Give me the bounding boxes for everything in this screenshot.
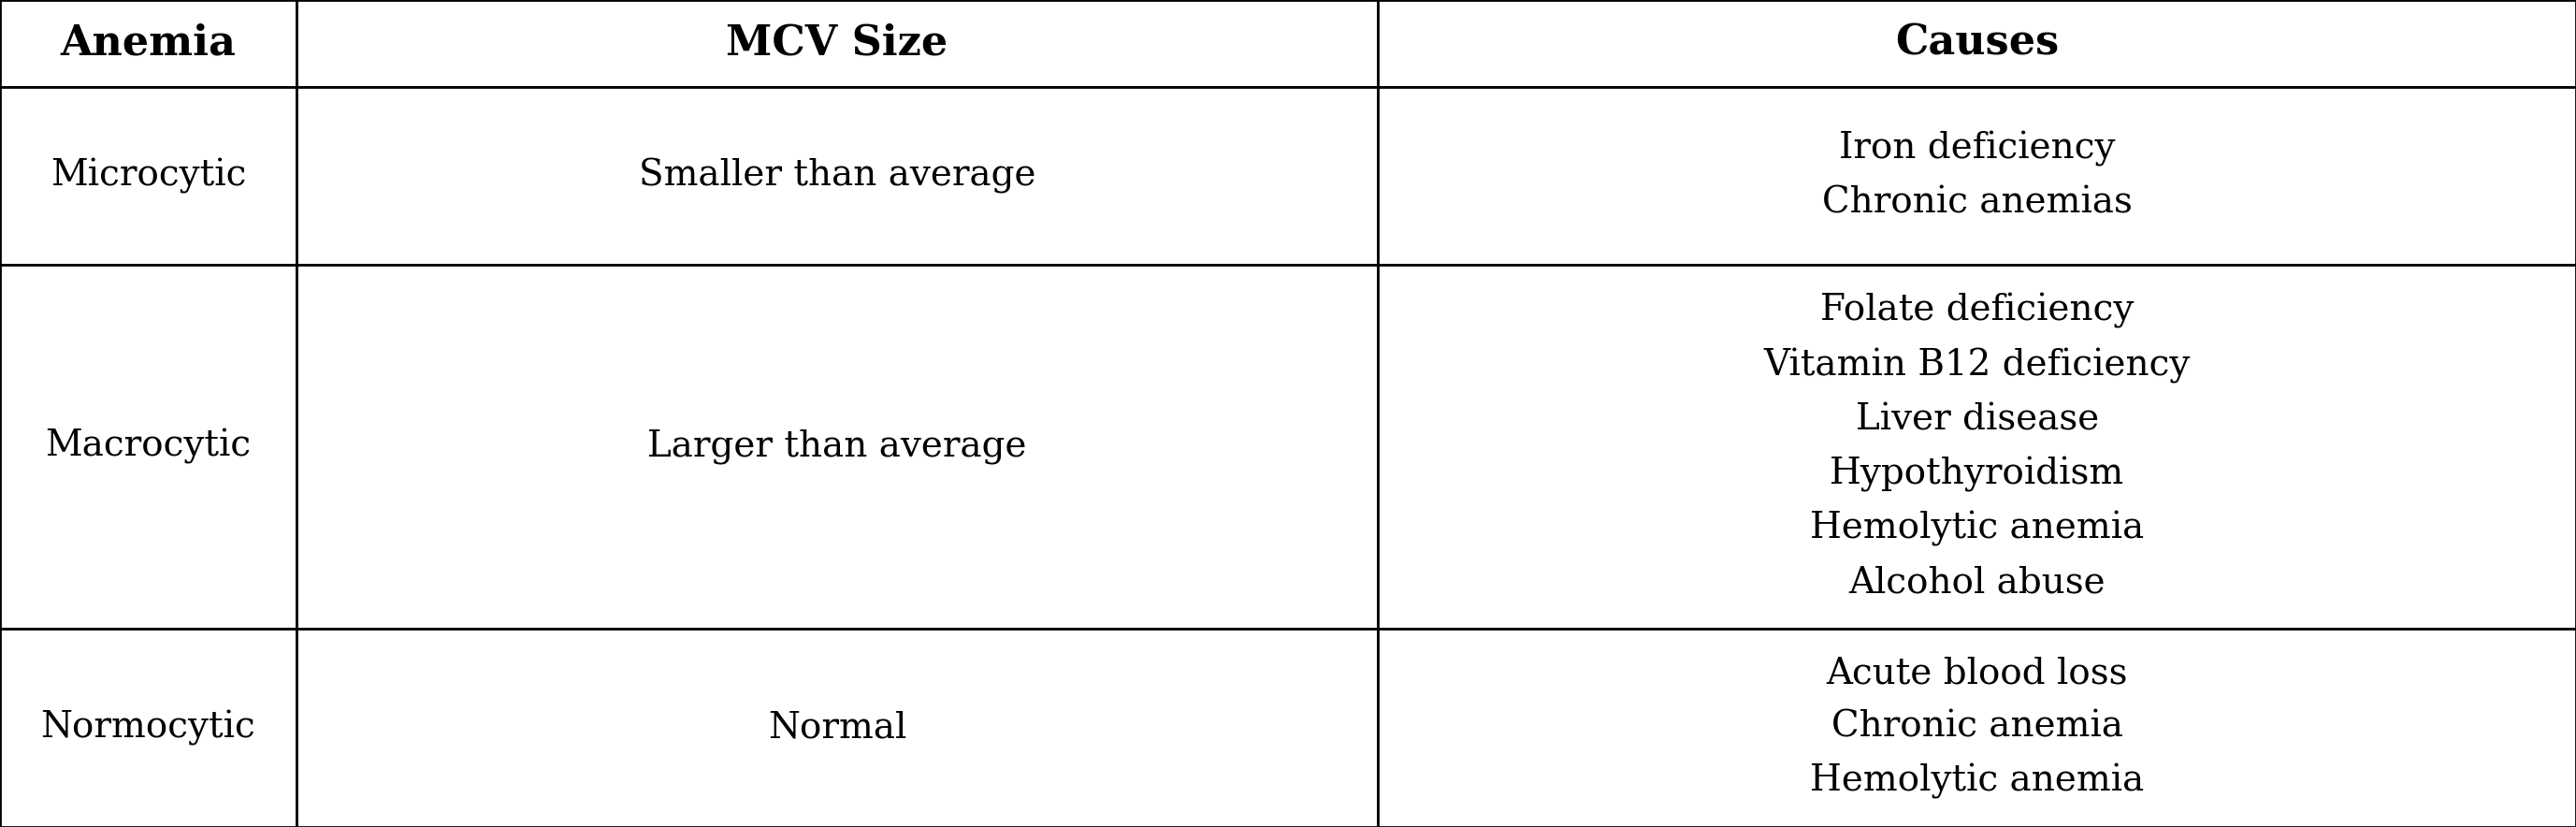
Bar: [1378, 87, 2576, 265]
Text: Normal: Normal: [768, 710, 907, 745]
Text: Smaller than average: Smaller than average: [639, 158, 1036, 194]
Bar: [0, 629, 296, 827]
Bar: [0, 0, 296, 87]
Text: Anemia: Anemia: [59, 23, 237, 64]
Text: Larger than average: Larger than average: [647, 429, 1028, 464]
Bar: [0, 265, 296, 629]
Bar: [296, 265, 1378, 629]
Bar: [296, 629, 1378, 827]
Bar: [0, 87, 296, 265]
Bar: [1378, 0, 2576, 87]
Text: MCV Size: MCV Size: [726, 23, 948, 64]
Text: Folate deficiency
Vitamin B12 deficiency
Liver disease
Hypothyroidism
Hemolytic : Folate deficiency Vitamin B12 deficiency…: [1765, 293, 2190, 600]
Bar: [1378, 265, 2576, 629]
Text: Macrocytic: Macrocytic: [46, 429, 250, 464]
Bar: [296, 87, 1378, 265]
Text: Microcytic: Microcytic: [49, 158, 247, 194]
Bar: [296, 0, 1378, 87]
Text: Normocytic: Normocytic: [41, 710, 255, 745]
Text: Iron deficiency
Chronic anemias: Iron deficiency Chronic anemias: [1821, 131, 2133, 220]
Text: Causes: Causes: [1896, 23, 2058, 64]
Bar: [1378, 629, 2576, 827]
Text: Acute blood loss
Chronic anemia
Hemolytic anemia: Acute blood loss Chronic anemia Hemolyti…: [1811, 656, 2143, 800]
